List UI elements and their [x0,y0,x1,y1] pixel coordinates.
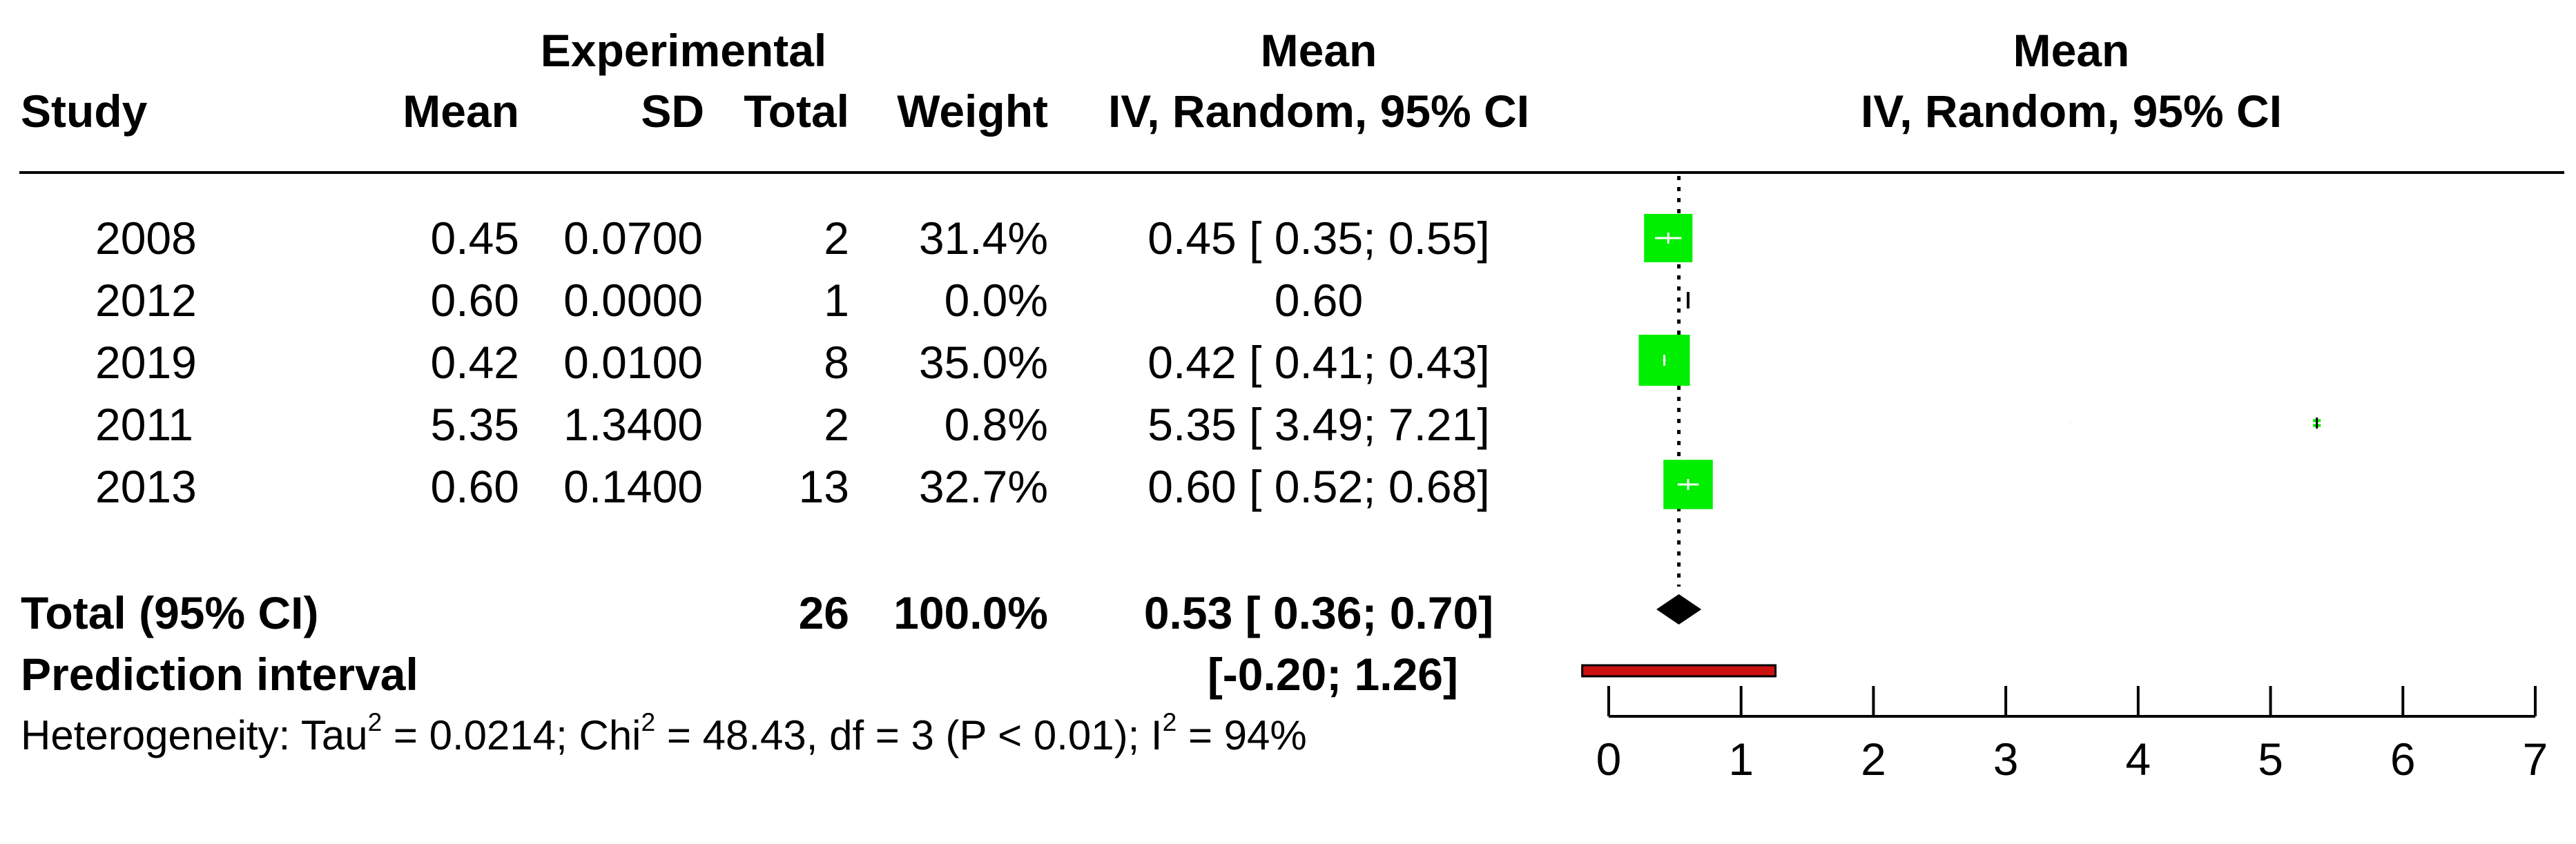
prediction-bar [1581,664,1777,678]
column-header-weight: Weight [897,86,1048,137]
study-label: 2019 [95,337,197,388]
heterogeneity-tau: = 0.0214; Chi [382,712,641,758]
study-mean: 0.45 [430,213,519,264]
study-total: 8 [824,337,849,388]
x-tick-label: 0 [1596,734,1622,785]
heterogeneity-sup: 2 [1162,707,1177,736]
study-weight: 0.0% [944,275,1048,326]
study-label: 2011 [95,399,193,450]
study-mean: 5.35 [430,399,519,450]
study-total: 1 [824,275,849,326]
x-tick-label: 6 [2390,734,2416,785]
heterogeneity-text: Heterogeneity: Tau2 = 0.0214; Chi2 = 48.… [21,709,1307,758]
study-ci: 0.60 [1274,275,1364,326]
effect-header-bottom: IV, Random, 95% CI [1107,86,1530,137]
column-header-study: Study [21,86,148,137]
study-total: 2 [824,213,849,264]
study-total: 2 [824,399,849,450]
x-tick-label: 7 [2523,734,2548,785]
study-total: 13 [798,461,849,512]
study-sd: 0.1400 [563,461,703,512]
heterogeneity-sup: 2 [367,707,382,736]
x-tick-label: 2 [1861,734,1886,785]
study-mean: 0.60 [430,275,519,326]
study-weight: 32.7% [918,461,1048,512]
total-ci: 0.53 [ 0.36; 0.70] [1143,587,1494,638]
prediction-ci: [-0.20; 1.26] [1207,649,1458,700]
study-ci: 0.42 [ 0.41; 0.43] [1147,337,1490,388]
total-weight: 100.0% [893,587,1048,638]
study-weight: 31.4% [918,213,1048,264]
study-sd: 0.0100 [563,337,703,388]
header-divider [19,171,2564,174]
heterogeneity-prefix: Heterogeneity: Tau [21,712,368,758]
plot-header-bottom: IV, Random, 95% CI [1860,86,2283,137]
study-label: 2013 [95,461,197,512]
total-n: 26 [798,587,849,638]
study-weight: 35.0% [918,337,1048,388]
study-sd: 0.0000 [563,275,703,326]
study-mean: 0.42 [430,337,519,388]
study-sd: 1.3400 [563,399,703,450]
prediction-label: Prediction interval [21,649,418,700]
total-label: Total (95% CI) [21,587,319,638]
study-ci: 0.60 [ 0.52; 0.68] [1147,461,1490,512]
study-label: 2012 [95,275,197,326]
group-label-experimental: Experimental [540,25,827,76]
heterogeneity-chi: = 48.43, df = 3 (P < 0.01); I [655,712,1163,758]
plot-header-top: Mean [2013,25,2130,76]
column-header-total: Total [744,86,849,137]
study-weight: 0.8% [944,399,1048,450]
x-tick-label: 3 [1993,734,2019,785]
heterogeneity-i2: = 94% [1176,712,1307,758]
effect-header-top: Mean [1260,25,1377,76]
study-ci: 0.45 [ 0.35; 0.55] [1147,213,1490,264]
study-label: 2008 [95,213,197,264]
study-ci: 5.35 [ 3.49; 7.21] [1147,399,1490,450]
x-tick-label: 4 [2125,734,2151,785]
x-tick-label: 1 [1728,734,1754,785]
column-header-sd: SD [641,86,704,137]
study-sd: 0.0700 [563,213,703,264]
x-tick-label: 5 [2258,734,2283,785]
pooled-diamond [1656,594,1702,625]
column-header-mean: Mean [403,86,519,137]
study-mean: 0.60 [430,461,519,512]
heterogeneity-sup: 2 [641,707,656,736]
